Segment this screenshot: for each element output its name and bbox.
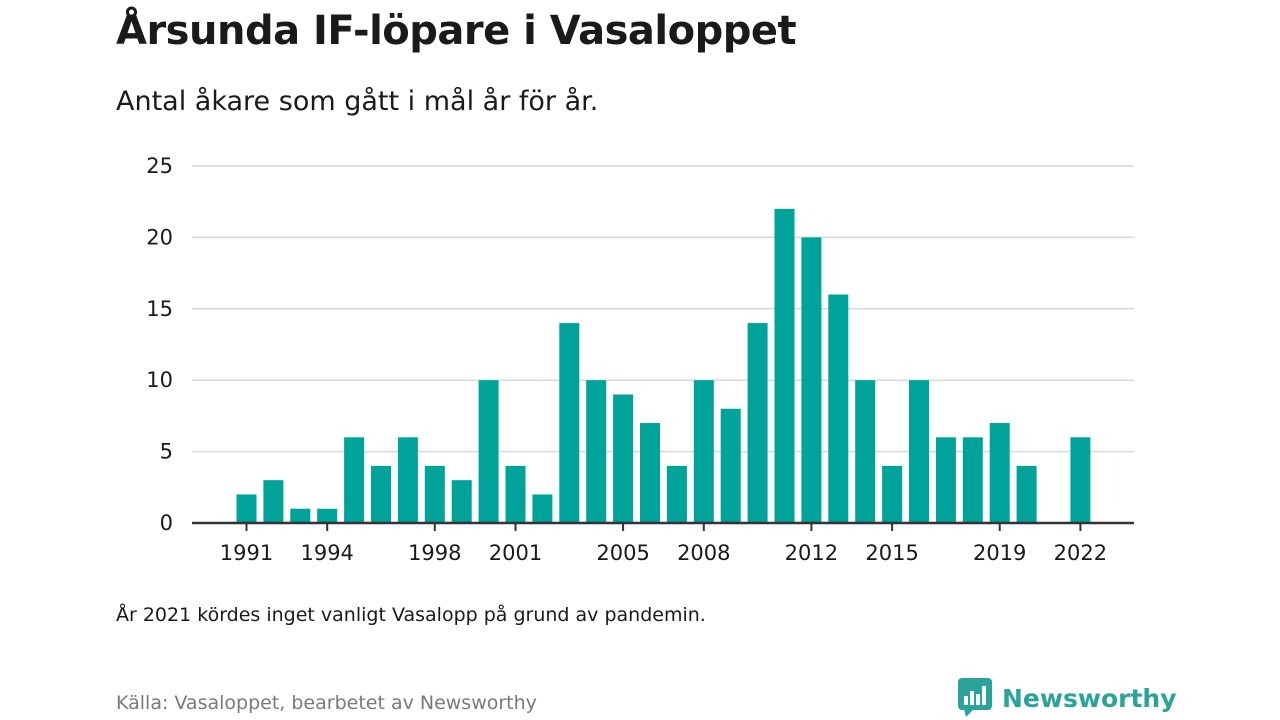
bar-2012 xyxy=(801,237,822,523)
bar-1994 xyxy=(317,508,338,523)
y-tick-label: 20 xyxy=(146,225,173,249)
x-tick-label: 2015 xyxy=(865,541,918,565)
bar-2020 xyxy=(1016,465,1037,523)
chart-subtitle: Antal åkare som gått i mål år för år. xyxy=(116,86,599,117)
brand-name: Newsworthy xyxy=(1002,683,1177,713)
bar-chart: 0 5 10 15 20 25 1991 1994 1998 2001 2005 2008 2012 20… xyxy=(146,154,1134,565)
chart-note: År 2021 kördes inget vanligt Vasalopp på… xyxy=(116,604,706,626)
bar-1996 xyxy=(371,465,391,523)
y-tick-label: 5 xyxy=(160,440,173,464)
x-tick-label: 1994 xyxy=(300,541,353,565)
x-tick-label: 2012 xyxy=(785,541,838,565)
bar-2016 xyxy=(909,380,929,523)
y-tick-label: 15 xyxy=(146,297,173,321)
source-text: Källa: Vasaloppet, bearbetet av Newswort… xyxy=(116,692,537,714)
x-tick-label: 2008 xyxy=(677,541,730,565)
bar-1995 xyxy=(344,437,365,523)
newsworthy-logo-icon xyxy=(958,678,992,717)
bar-2006 xyxy=(640,423,660,523)
bar-2018 xyxy=(962,437,983,523)
x-tick-label: 2001 xyxy=(489,541,542,565)
brand-logo: Newsworthy xyxy=(958,678,1177,718)
bar-2002 xyxy=(532,494,553,523)
bar-2019 xyxy=(989,423,1010,523)
x-tick-label: 2005 xyxy=(596,541,649,565)
bar-2005 xyxy=(613,394,634,523)
x-tick-label: 2022 xyxy=(1054,541,1107,565)
x-tick-label: 2019 xyxy=(973,541,1026,565)
x-tick-label: 1991 xyxy=(220,541,273,565)
y-tick-label: 25 xyxy=(146,154,173,178)
chart-title: Årsunda IF-löpare i Vasaloppet xyxy=(116,8,797,54)
bar-2004 xyxy=(586,380,607,523)
bar-1999 xyxy=(451,480,472,523)
bar-2000 xyxy=(478,380,499,523)
bar-1998 xyxy=(424,465,445,523)
bar-2008 xyxy=(693,380,714,523)
bar-1991 xyxy=(236,494,257,523)
bar-2015 xyxy=(882,465,903,523)
bar-2014 xyxy=(855,380,876,523)
bar-2017 xyxy=(935,437,956,523)
bar-2003 xyxy=(559,323,580,523)
bar-2011 xyxy=(774,208,795,523)
bar-2009 xyxy=(720,408,741,523)
bar-2022 xyxy=(1070,437,1091,523)
y-tick-label: 10 xyxy=(146,368,173,392)
y-tick-label: 0 xyxy=(160,511,173,535)
x-tick-label: 1998 xyxy=(408,541,461,565)
bar-2013 xyxy=(828,294,849,523)
bar-2010 xyxy=(747,323,768,523)
bar-1997 xyxy=(397,437,418,523)
bar-2001 xyxy=(505,465,526,523)
bar-1993 xyxy=(290,508,311,523)
bar-2007 xyxy=(666,465,687,523)
bar-1992 xyxy=(263,480,284,523)
